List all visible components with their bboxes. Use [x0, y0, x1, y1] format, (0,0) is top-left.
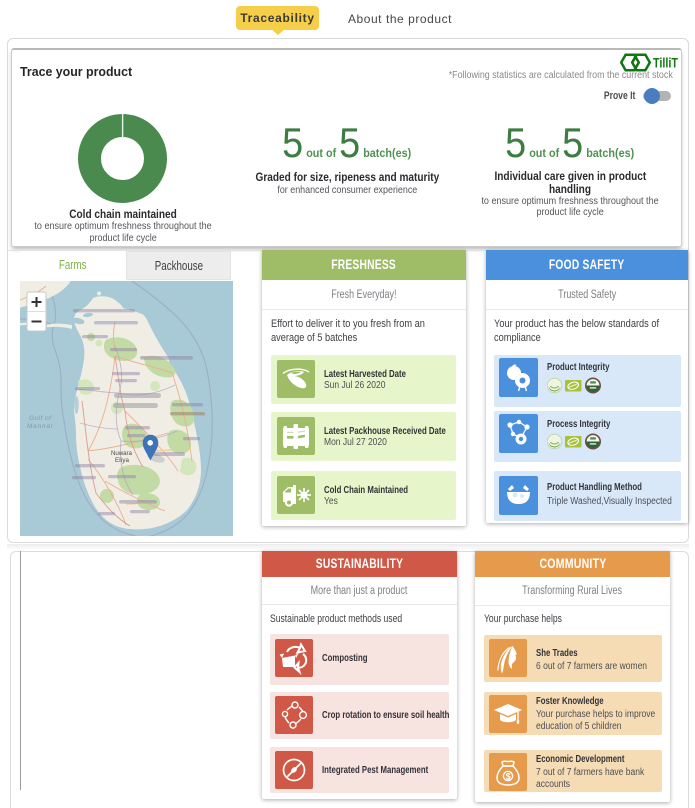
svg-text:TilliT: TilliT: [653, 55, 678, 70]
svg-text:Nuwara: Nuwara: [111, 450, 133, 457]
svg-text:Gulf of: Gulf of: [29, 415, 52, 422]
svg-text:$: $: [506, 771, 511, 781]
svg-text:Mannar: Mannar: [27, 423, 54, 430]
svg-text:Eliya: Eliya: [115, 457, 130, 464]
